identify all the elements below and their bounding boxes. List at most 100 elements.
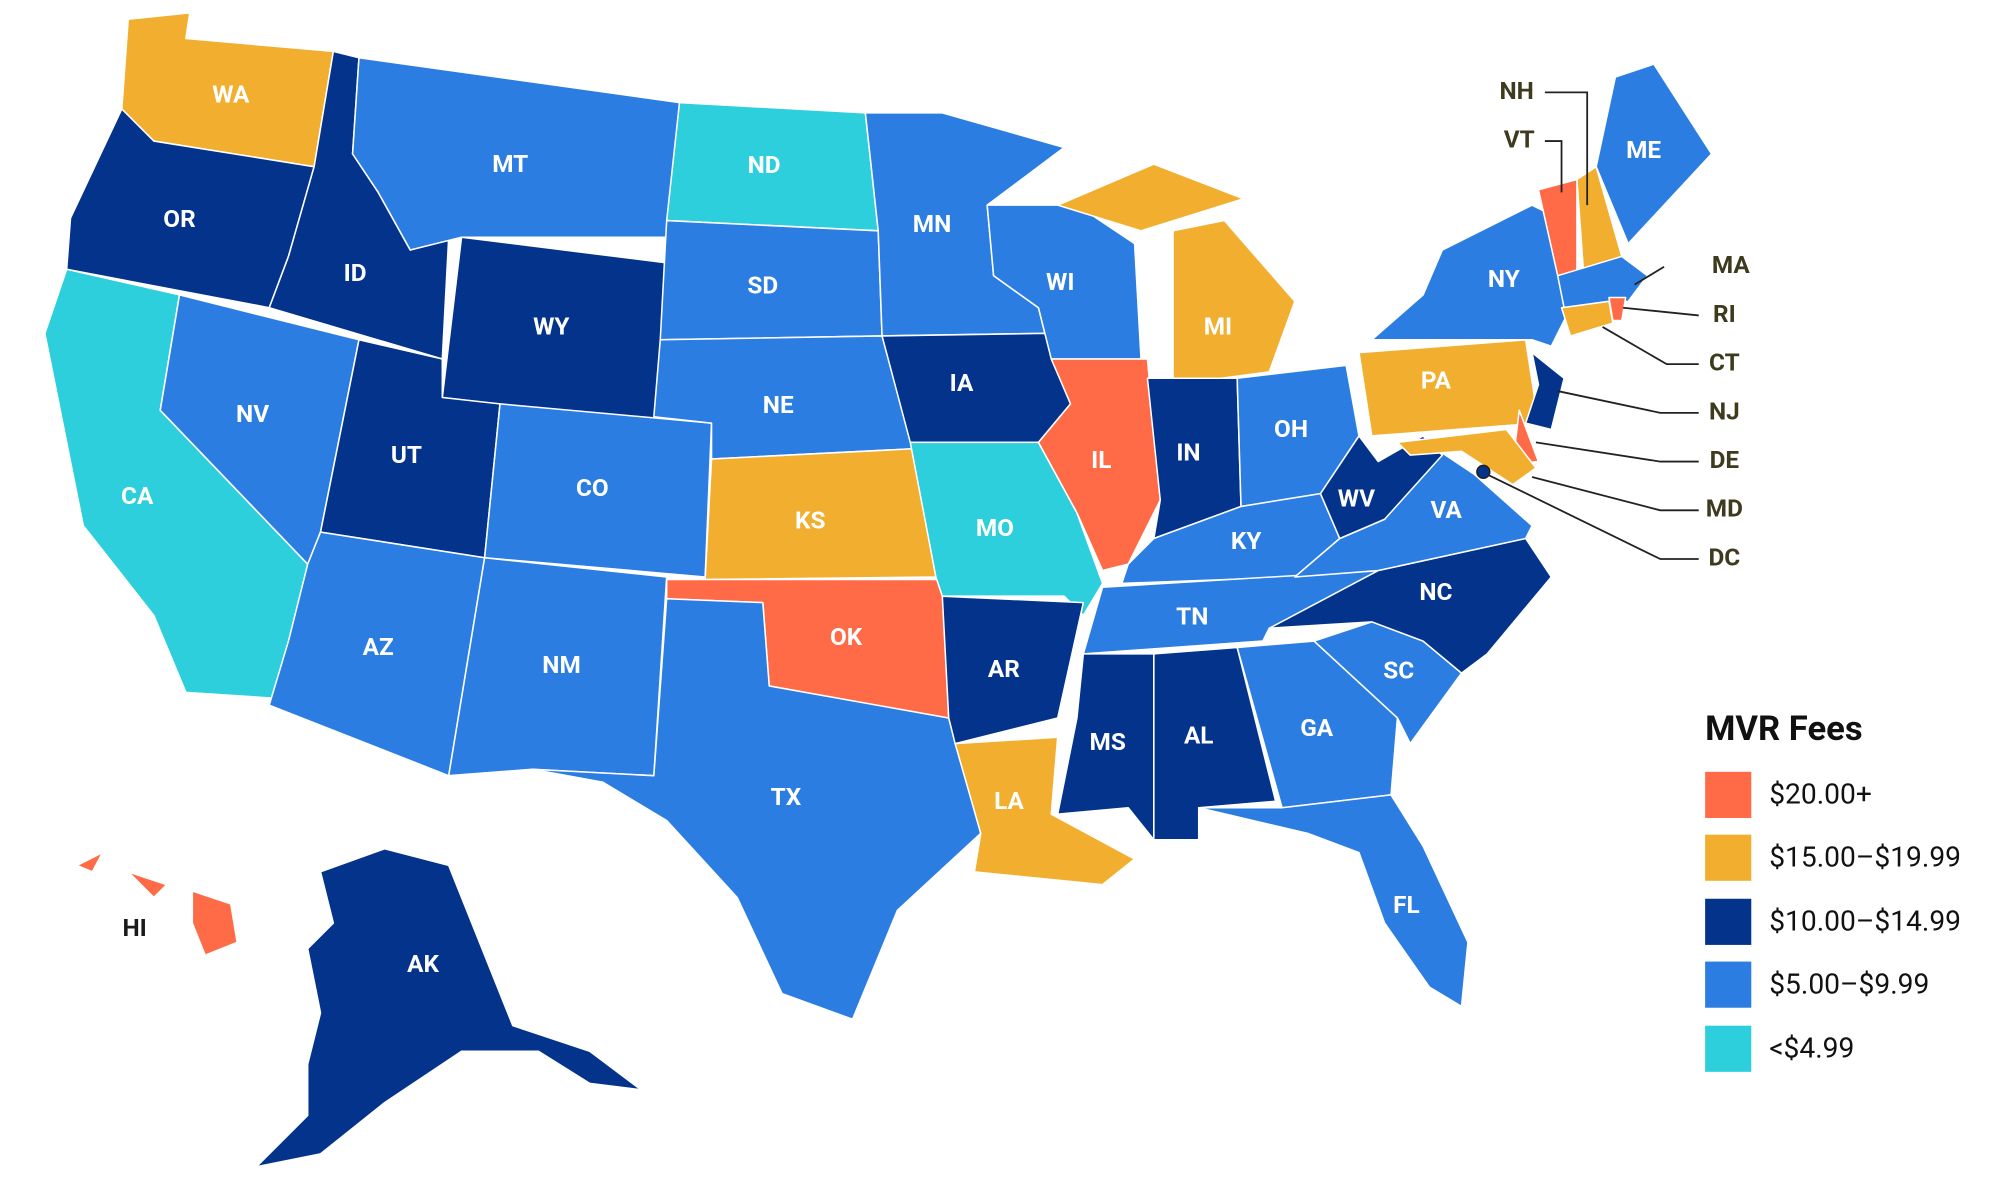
state-label: ND	[748, 150, 781, 179]
leader-line	[1634, 265, 1665, 286]
state-shape	[1396, 428, 1537, 486]
state-label: OR	[163, 204, 196, 233]
state-label: HI	[122, 913, 146, 942]
state-label: VA	[1430, 495, 1462, 524]
state-label: IA	[950, 368, 974, 397]
legend: MVR Fees $20.00+ $15.00–$19.99 $10.00–$1…	[1705, 709, 1961, 1072]
state-label: TX	[771, 782, 802, 811]
state: AK	[255, 847, 642, 1168]
state-label: IL	[1091, 445, 1111, 474]
state: HI	[76, 851, 238, 956]
legend-label: $5.00–$9.99	[1769, 967, 1929, 1000]
state-label: ME	[1626, 135, 1661, 164]
state: WI	[986, 204, 1142, 360]
state-shape	[1476, 464, 1491, 480]
state-shape	[1608, 296, 1627, 322]
state-shape	[1595, 63, 1713, 245]
state-shape	[1236, 640, 1399, 809]
state-shape	[191, 890, 238, 956]
leader-line	[1602, 326, 1699, 366]
state-label: NH	[1499, 76, 1533, 105]
state: SD	[659, 219, 883, 341]
state: OR	[65, 108, 315, 309]
state: IA	[881, 332, 1072, 444]
state-label: KY	[1231, 526, 1262, 555]
state: FL	[1197, 794, 1469, 1008]
leader-line	[1531, 476, 1699, 512]
state: ME	[1595, 63, 1713, 245]
state-label: MT	[492, 149, 528, 178]
state-shape	[941, 595, 1085, 745]
state-label: NJ	[1709, 396, 1740, 425]
state-label: DC	[1708, 542, 1740, 571]
state: AR	[941, 595, 1085, 745]
state-label: IN	[1176, 437, 1200, 466]
legend-item: $10.00–$14.99	[1705, 898, 1961, 945]
state-label: NV	[236, 399, 269, 428]
state: ND	[665, 101, 879, 232]
state-label: FL	[1393, 890, 1420, 919]
state-label: MS	[1090, 727, 1126, 756]
state: MS	[1056, 653, 1155, 841]
state-label: GA	[1300, 713, 1334, 742]
legend-item: $5.00–$9.99	[1705, 961, 1929, 1008]
state: LA	[954, 736, 1136, 886]
legend-title: MVR Fees	[1705, 709, 1862, 749]
state-label: CT	[1709, 348, 1740, 377]
state: GA	[1236, 640, 1399, 809]
legend-item: <$4.99	[1705, 1025, 1854, 1072]
state: KS	[704, 447, 937, 581]
state-label: CA	[121, 481, 154, 510]
legend-label: <$4.99	[1769, 1031, 1854, 1064]
state: PA	[1358, 339, 1540, 437]
state-shape	[1560, 300, 1614, 337]
legend-item: $15.00–$19.99	[1705, 834, 1961, 881]
leader-line	[1544, 91, 1589, 206]
state: MA	[1556, 250, 1750, 309]
state-label: KS	[795, 505, 825, 534]
state-shape	[1056, 163, 1245, 232]
state-label: ID	[344, 258, 367, 287]
state: NJ	[1524, 351, 1740, 431]
state-label: RI	[1713, 299, 1736, 328]
state-label: TN	[1176, 601, 1208, 630]
state-label: WI	[1046, 267, 1074, 296]
state-label: AK	[407, 949, 439, 978]
state: RI	[1608, 296, 1736, 328]
legend-label: $10.00–$14.99	[1769, 905, 1961, 938]
state-shape	[954, 736, 1136, 886]
state: CT	[1560, 300, 1740, 377]
state-label: DE	[1710, 445, 1740, 474]
state: WY	[441, 236, 668, 424]
leader-line	[1486, 473, 1699, 560]
state-label: NC	[1419, 577, 1452, 606]
state-label: CO	[576, 473, 609, 502]
legend-swatch	[1705, 898, 1752, 945]
state: DC	[1476, 464, 1740, 571]
state: CO	[483, 403, 713, 578]
state-label: NM	[542, 650, 581, 679]
state-label: MN	[913, 209, 952, 238]
state-label: WV	[1338, 483, 1375, 512]
state-shape	[531, 597, 982, 1021]
state-label: SC	[1383, 655, 1414, 684]
state: MD	[1396, 428, 1743, 523]
state-shape	[1556, 255, 1649, 309]
state-shape	[76, 851, 104, 873]
state: VT	[1504, 125, 1578, 277]
state: NH	[1499, 76, 1623, 271]
state-shape	[1524, 351, 1565, 431]
leader-line	[1535, 441, 1699, 463]
legend-swatch	[1705, 834, 1752, 881]
state-label: SD	[747, 271, 778, 300]
state-label: OH	[1274, 414, 1308, 443]
state-shape	[881, 332, 1072, 444]
state: NY	[1371, 204, 1572, 347]
state: MI	[1056, 163, 1296, 386]
leader-line	[1544, 140, 1563, 193]
state-label: OK	[830, 622, 863, 651]
state-label: WA	[212, 80, 250, 109]
state-label: WY	[533, 312, 570, 341]
state-shape	[1197, 794, 1469, 1008]
